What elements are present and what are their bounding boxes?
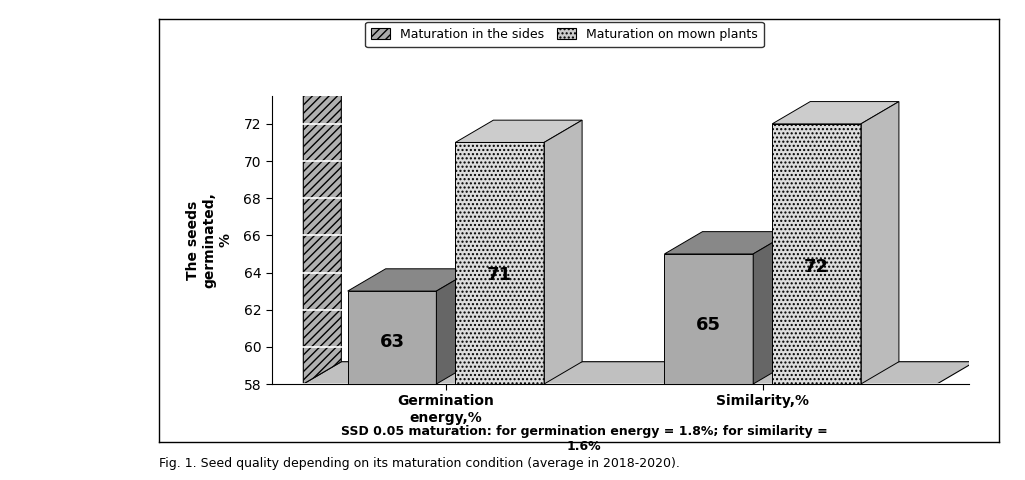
Polygon shape: [753, 232, 791, 384]
Polygon shape: [772, 102, 899, 124]
Polygon shape: [861, 102, 899, 384]
Polygon shape: [544, 120, 582, 384]
Polygon shape: [437, 269, 475, 384]
Text: 63: 63: [379, 333, 405, 351]
Polygon shape: [303, 362, 975, 384]
Polygon shape: [303, 74, 341, 384]
Bar: [455, 143, 544, 384]
Text: SSD 0.05 maturation: for germination energy = 1.8%; for similarity =
1.6%: SSD 0.05 maturation: for germination ene…: [341, 425, 827, 453]
Text: 72: 72: [804, 258, 829, 276]
Legend: Maturation in the sides, Maturation on mown plants: Maturation in the sides, Maturation on m…: [365, 22, 764, 47]
Y-axis label: The seeds
germinated,
%: The seeds germinated, %: [186, 192, 233, 288]
Bar: [772, 124, 861, 384]
Polygon shape: [455, 120, 582, 143]
Text: 65: 65: [696, 316, 722, 335]
Text: Fig. 1. Seed quality depending on its maturation condition (average in 2018-2020: Fig. 1. Seed quality depending on its ma…: [159, 457, 680, 470]
Bar: [455, 143, 544, 384]
Polygon shape: [664, 232, 791, 254]
Bar: [347, 291, 437, 384]
Polygon shape: [347, 269, 475, 291]
Bar: [664, 254, 753, 384]
Text: 71: 71: [487, 266, 512, 284]
Bar: [772, 124, 861, 384]
